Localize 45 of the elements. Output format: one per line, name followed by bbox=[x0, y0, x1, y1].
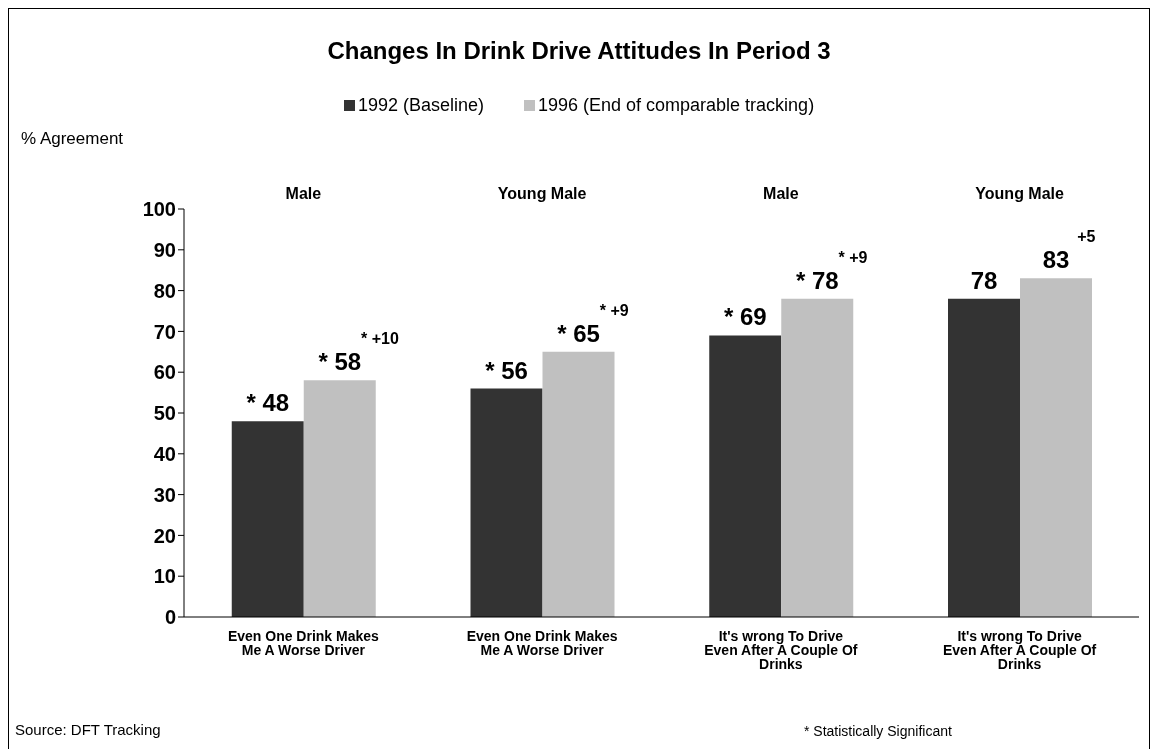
y-tick-label: 40 bbox=[153, 442, 176, 465]
x-tick-label: It's wrong To Drive Even After A Couple Of Drinks bbox=[943, 627, 1097, 672]
y-tick-label: 10 bbox=[153, 565, 176, 588]
y-tick-label: 80 bbox=[153, 279, 176, 302]
y-tick-label: 0 bbox=[164, 606, 176, 629]
bar bbox=[1020, 278, 1092, 617]
data-label: 83 bbox=[1042, 246, 1070, 274]
data-label: * 69 bbox=[723, 303, 767, 331]
bar bbox=[948, 298, 1020, 617]
annotation: * +9 bbox=[599, 301, 629, 320]
text: * Statistically Significant bbox=[804, 723, 952, 739]
y-tick-label: 90 bbox=[153, 238, 176, 261]
annotation: * +9 bbox=[838, 248, 868, 267]
legend-label: 1996 (End of comparable tracking) bbox=[536, 95, 815, 116]
bar bbox=[470, 388, 543, 617]
chart-title: Changes In Drink Drive Attitudes In Period 3 bbox=[326, 37, 832, 65]
y-tick-label: 50 bbox=[153, 402, 176, 425]
y-tick-label: 30 bbox=[153, 483, 176, 506]
bar bbox=[542, 351, 615, 617]
y-tick-label: 70 bbox=[153, 320, 176, 343]
x-tick-label: Even One Drink Makes Me A Worse Driver bbox=[227, 627, 380, 658]
data-label: * 48 bbox=[246, 389, 290, 417]
data-label: * 58 bbox=[318, 348, 362, 376]
bar bbox=[709, 335, 782, 617]
source-note: Source: DFT Tracking bbox=[15, 721, 161, 738]
text: Male bbox=[762, 185, 800, 203]
legend-label: 1992 (Baseline) bbox=[356, 95, 484, 116]
data-label: 78 bbox=[970, 266, 998, 294]
data-label: * 65 bbox=[557, 319, 600, 347]
x-tick-label: It's wrong To Drive Even After A Couple Of Drinks bbox=[704, 627, 858, 672]
bar bbox=[303, 380, 376, 617]
y-axis-title: % Agreement bbox=[21, 129, 124, 149]
y-tick-label: 20 bbox=[153, 524, 176, 547]
y-tick-label: 100 bbox=[142, 198, 176, 221]
y-tick-label: 60 bbox=[153, 361, 176, 384]
data-label: * 78 bbox=[795, 266, 839, 294]
text: Young Male bbox=[974, 185, 1065, 203]
x-tick-label: Even One Drink Makes Me A Worse Driver bbox=[466, 627, 618, 658]
data-label: * 56 bbox=[485, 356, 528, 384]
bar bbox=[231, 421, 304, 617]
annotation: +5 bbox=[1077, 228, 1096, 247]
text: Young Male bbox=[496, 185, 588, 203]
annotation: * +10 bbox=[361, 330, 399, 349]
text: Male bbox=[284, 185, 323, 203]
bar bbox=[781, 298, 854, 617]
